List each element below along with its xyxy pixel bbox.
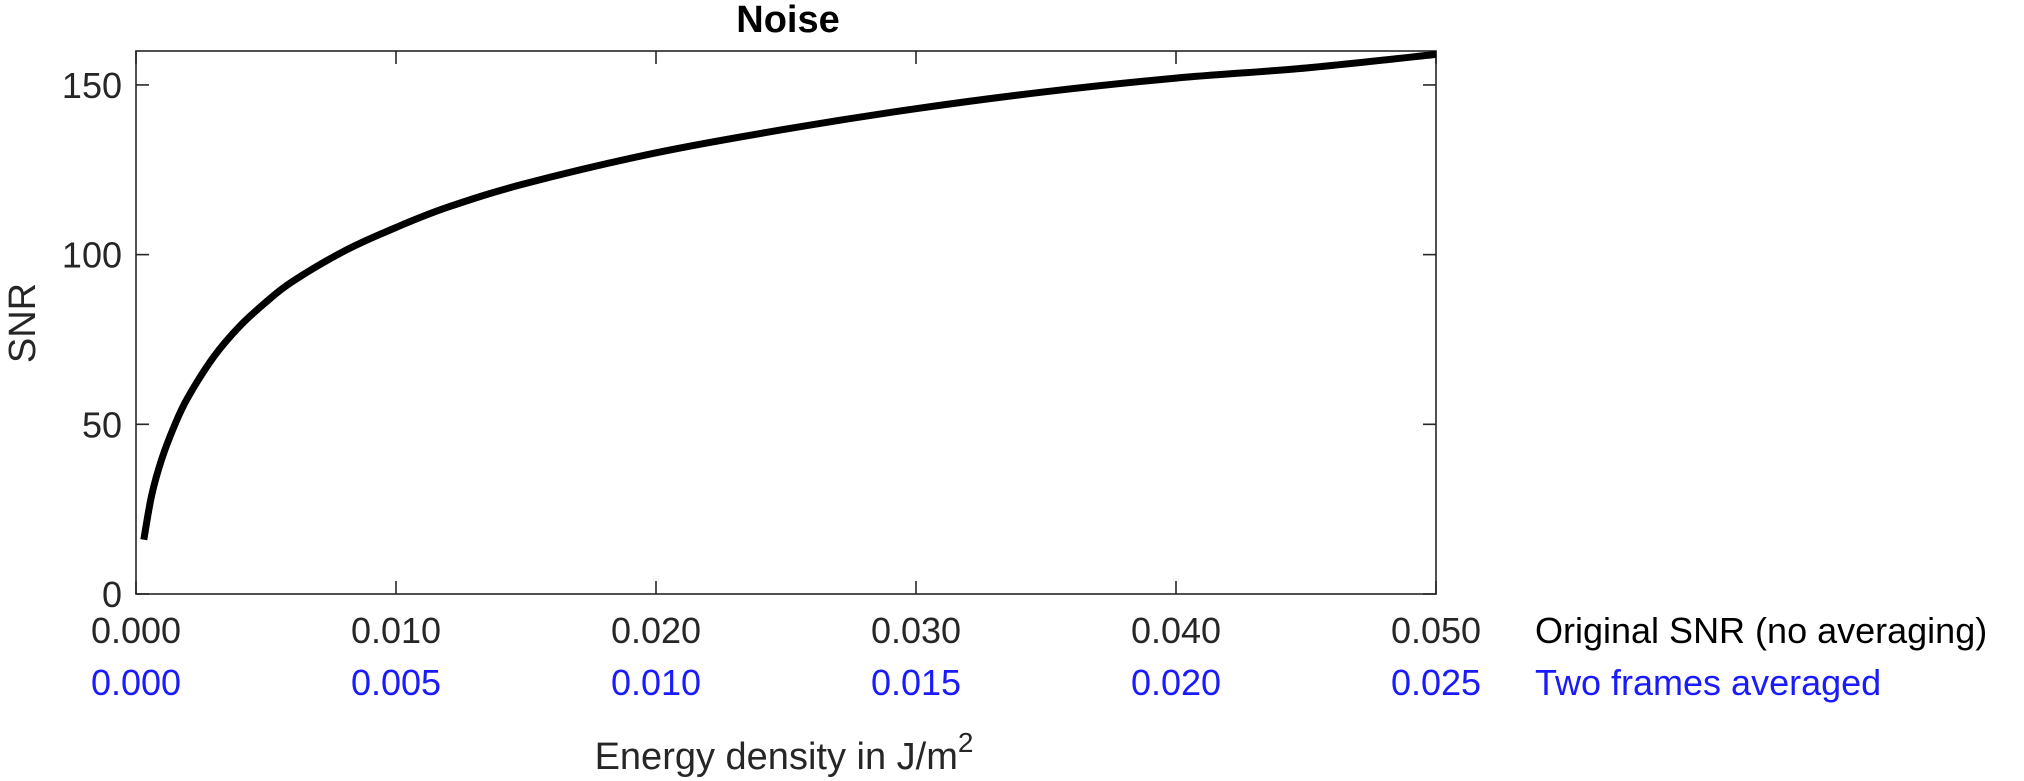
secondary-axis-row-label: Two frames averaged [1535, 662, 1881, 703]
x-tick-label: 0.050 [1391, 610, 1481, 651]
x-tick-label-secondary: 0.000 [91, 662, 181, 703]
primary-axis-row-label: Original SNR (no averaging) [1535, 610, 1987, 651]
x-tick-label: 0.010 [351, 610, 441, 651]
y-tick-label: 100 [62, 235, 122, 276]
x-tick-label: 0.020 [611, 610, 701, 651]
y-tick-label: 150 [62, 65, 122, 106]
x-axis-label-superscript: 2 [958, 727, 974, 758]
x-tick-label-secondary: 0.025 [1391, 662, 1481, 703]
x-tick-label: 0.000 [91, 610, 181, 651]
y-tick-label: 50 [82, 404, 122, 445]
x-axis-label: Energy density in J/m2 [595, 727, 974, 778]
chart-title: Noise [736, 0, 839, 41]
x-tick-label-secondary: 0.015 [871, 662, 961, 703]
x-tick-label-secondary: 0.020 [1131, 662, 1221, 703]
y-tick-label: 0 [102, 574, 122, 615]
y-axis-label: SNR [2, 283, 44, 363]
x-tick-label: 0.030 [871, 610, 961, 651]
x-tick-label-secondary: 0.010 [611, 662, 701, 703]
plot-frame [135, 50, 1437, 595]
x-axis-label-text: Energy density in J/m [595, 736, 958, 778]
x-tick-label-secondary: 0.005 [351, 662, 441, 703]
x-ticks: 0.000 0.000 0.010 0.005 0.020 0.010 0.030 0.015… [91, 51, 1481, 703]
x-tick-label: 0.040 [1131, 610, 1221, 651]
y-ticks: 0 50 100 150 [62, 65, 1436, 615]
snr-curve [140, 50, 1437, 541]
